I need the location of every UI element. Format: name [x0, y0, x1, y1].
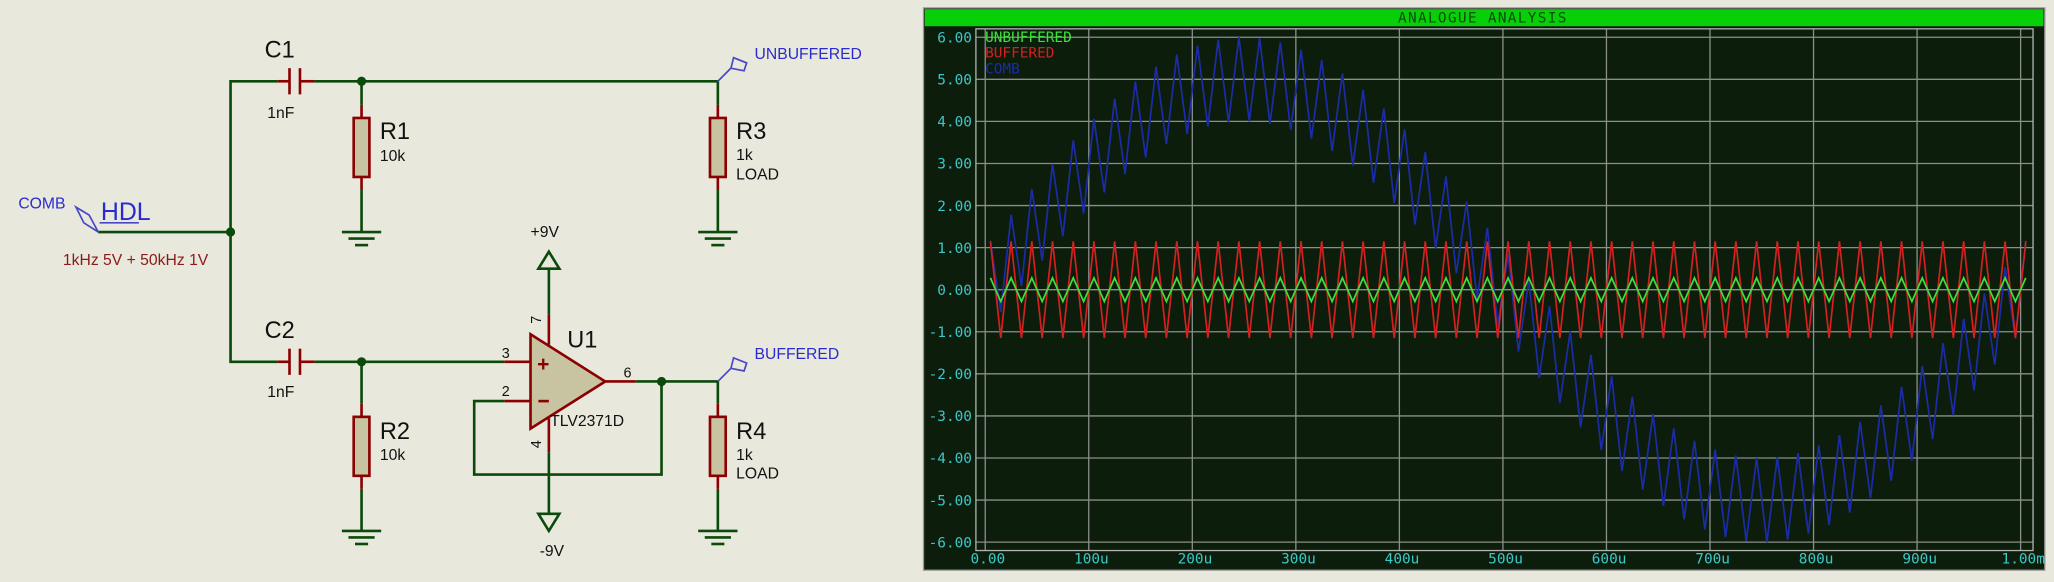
y-tick-label: 2.00	[937, 199, 972, 215]
plus-sign: +	[537, 353, 549, 376]
x-tick-label: 600u	[1592, 552, 1627, 568]
x-tick-label: 900u	[1902, 552, 1937, 568]
graph-title: ANALOGUE ANALYSIS	[1398, 10, 1568, 26]
power-label: -9V	[540, 543, 565, 560]
terminal-label: UNBUFFERED	[755, 46, 862, 63]
ref-label: R2	[380, 418, 410, 444]
pin-number: 6	[624, 366, 632, 382]
resistor	[352, 415, 371, 478]
generator-flag	[73, 204, 99, 233]
pin-number: 4	[529, 440, 545, 448]
ref-label: R1	[380, 118, 410, 144]
terminal-flag	[717, 356, 748, 383]
value-label: 1nF	[267, 384, 294, 401]
y-tick-label: -5.00	[929, 493, 972, 509]
y-tick-label: -3.00	[929, 409, 972, 425]
ref-label: C1	[265, 37, 295, 63]
ref-label: R3	[736, 118, 766, 144]
generator-spec: 1kHz 5V + 50kHz 1V	[63, 252, 209, 269]
terminal-flag	[717, 56, 748, 82]
y-tick-label: 6.00	[937, 30, 972, 46]
schematic: + C1 1nF R1 10k R3 1k LOAD C2 1nF R2 10k	[18, 37, 862, 560]
x-tick-label: 500u	[1488, 552, 1523, 568]
x-tick-label: 800u	[1799, 552, 1834, 568]
value-label: 10k	[380, 447, 405, 464]
ref-label: U1	[567, 326, 597, 352]
y-tick-label: -4.00	[929, 451, 972, 467]
plot-frame	[975, 28, 2034, 552]
x-tick-label: 400u	[1385, 552, 1420, 568]
legend-entry: BUFFERED	[985, 46, 1054, 62]
ref-label: R4	[736, 418, 766, 444]
resistor	[352, 116, 371, 179]
legend-entry: UNBUFFERED	[985, 30, 1072, 46]
legend-entry: COMB	[985, 61, 1020, 77]
y-tick-label: 5.00	[937, 73, 972, 89]
power-arrow	[536, 249, 562, 271]
value-label: 1k	[736, 447, 753, 464]
series-line	[989, 241, 2027, 339]
x-tick-label: 1.00m	[2002, 552, 2045, 568]
x-tick-label: 300u	[1281, 552, 1316, 568]
pin-number: 7	[529, 316, 545, 324]
y-tick-label: -1.00	[929, 325, 972, 341]
resistor	[708, 116, 728, 179]
feedback-wire	[472, 381, 663, 476]
junction	[656, 376, 667, 387]
y-tick-label: -6.00	[929, 535, 972, 551]
op-amp	[529, 331, 608, 432]
pin-number: 3	[502, 346, 510, 362]
graph-panel: ANALOGUE ANALYSIS 6.00 5.00 4.00 3.00 2.00 1.…	[922, 7, 2046, 571]
value-label: 1k	[736, 147, 753, 164]
x-tick-label: 0.00	[971, 552, 1006, 568]
wire	[229, 232, 278, 364]
resistor	[708, 415, 728, 478]
series-line	[989, 37, 2027, 543]
y-tick-label: 4.00	[937, 115, 972, 131]
y-tick-label: 3.00	[937, 157, 972, 173]
y-tick-label: 0.00	[937, 283, 972, 299]
x-tick-label: 200u	[1178, 552, 1213, 568]
note-label: LOAD	[736, 167, 779, 184]
y-tick-label: -2.00	[929, 367, 972, 383]
value-label: 10k	[380, 148, 405, 165]
series-line	[989, 275, 2027, 304]
terminal-label: BUFFERED	[755, 346, 840, 363]
ref-label: C2	[265, 317, 295, 343]
value-label: 1nF	[267, 105, 294, 122]
note-label: LOAD	[736, 465, 779, 482]
title-bar	[924, 9, 2044, 27]
pin-number: 2	[502, 384, 510, 400]
x-tick-label: 700u	[1695, 552, 1730, 568]
generator-type: HDL	[101, 198, 151, 226]
generator-name: COMB	[18, 195, 65, 212]
value-label: TLV2371D	[550, 413, 624, 430]
power-arrow	[536, 512, 562, 534]
wire	[229, 79, 278, 233]
x-tick-label: 100u	[1074, 552, 1109, 568]
power-label: +9V	[531, 224, 560, 241]
y-tick-label: 1.00	[937, 241, 972, 257]
